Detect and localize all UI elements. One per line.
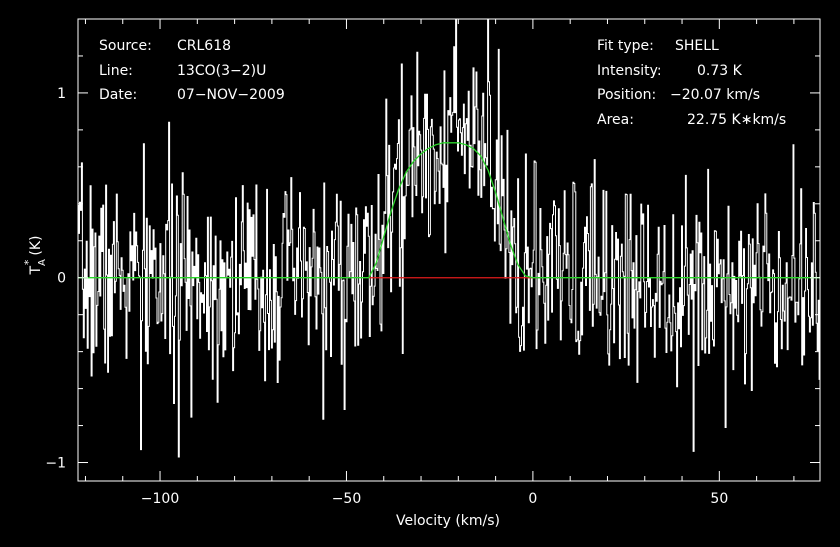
axis-ticks: −100 −50 0 50 −1 0 1 — [45, 18, 820, 507]
plot-frame — [77, 18, 821, 482]
line-value: 13CO(3−2)U — [177, 63, 266, 79]
y-tick-label: 1 — [57, 86, 66, 102]
source-value: CRL618 — [177, 38, 231, 54]
y-axis-label: TA* (K) — [22, 235, 48, 275]
fit-trace — [78, 142, 820, 279]
info-left: Source: CRL618 Line: 13CO(3−2)U Date: 07… — [99, 38, 285, 103]
y-tick-label: 0 — [57, 271, 66, 287]
intensity-key: Intensity: — [597, 63, 662, 79]
area-value: 22.75 K∗km/s — [687, 112, 786, 128]
info-right: Fit type: SHELL Intensity: 0.73 K Positi… — [597, 38, 786, 128]
area-key: Area: — [597, 112, 634, 128]
position-key: Position: — [597, 87, 656, 103]
fit-type-key: Fit type: — [597, 38, 654, 54]
x-tick-label: 0 — [528, 491, 537, 507]
fit-curve — [78, 142, 820, 279]
svg-text:TA*(K): TA* (K) — [22, 235, 48, 275]
y-axis-label-sup: * — [22, 259, 35, 265]
date-key: Date: — [99, 87, 137, 103]
x-tick-label: −100 — [141, 491, 179, 507]
spectrum-line — [77, 18, 821, 458]
y-axis-label-main: T — [28, 266, 44, 276]
x-axis-label: Velocity (km/s) — [396, 513, 500, 529]
x-tick-label: −50 — [332, 491, 362, 507]
date-value: 07−NOV−2009 — [177, 87, 285, 103]
y-axis-label-unit: (K) — [28, 235, 44, 255]
x-tick-label: 50 — [710, 491, 728, 507]
line-key: Line: — [99, 63, 133, 79]
position-value: −20.07 km/s — [670, 87, 760, 103]
y-tick-label: −1 — [45, 456, 66, 472]
intensity-value: 0.73 K — [697, 63, 743, 79]
spectrum-trace — [77, 18, 821, 458]
y-axis-label-sub: A — [37, 259, 48, 266]
fit-type-value: SHELL — [675, 38, 719, 54]
source-key: Source: — [99, 38, 152, 54]
